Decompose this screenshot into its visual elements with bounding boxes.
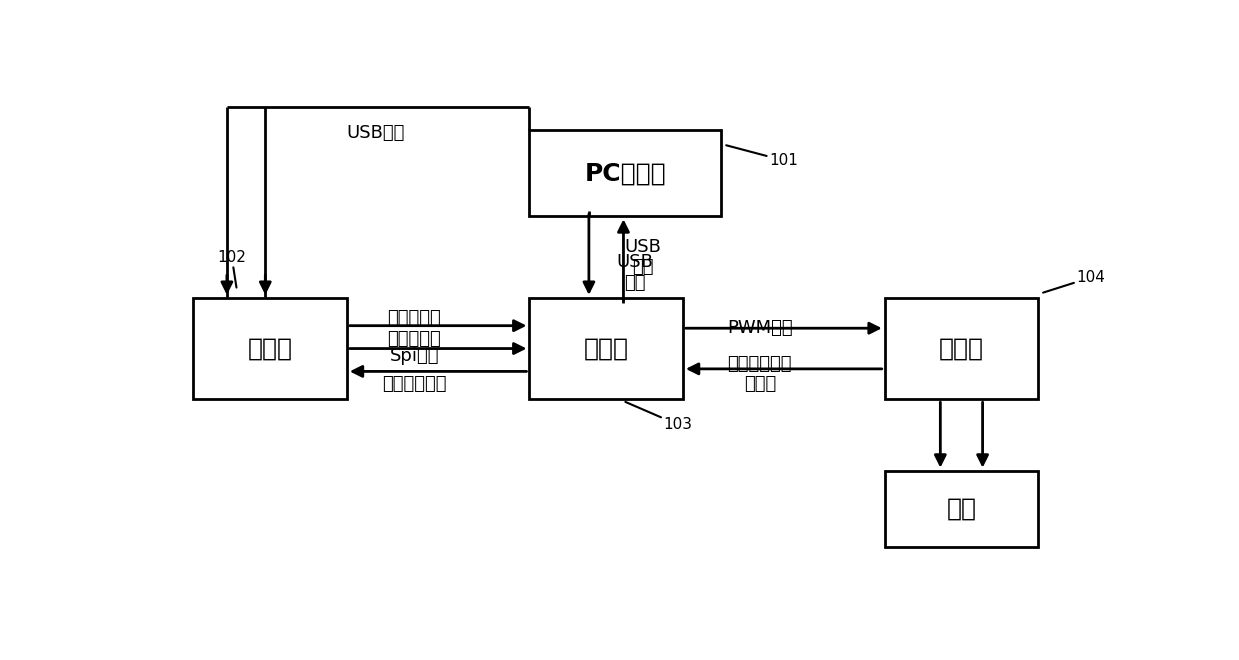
Bar [529,130,721,216]
Text: 真实电机电流
转速度: 真实电机电流 转速度 [727,354,792,393]
Text: 电机当前电压: 电机当前电压 [382,375,446,393]
Text: 104: 104 [1043,270,1105,292]
Text: 控制板: 控制板 [584,337,628,360]
Text: 模型电机电
流，转速等: 模型电机电 流，转速等 [388,309,441,348]
Text: 逆变板: 逆变板 [939,337,984,360]
Text: PC上位机: PC上位机 [585,161,667,185]
Text: Spi通讯: Spi通讯 [389,347,439,365]
Text: 模型板: 模型板 [248,337,292,360]
Text: USB通讯: USB通讯 [347,123,405,141]
Text: 102: 102 [217,249,247,288]
Text: 101: 101 [726,145,798,168]
Text: PWM信号: PWM信号 [727,319,793,337]
Text: USB
通讯: USB 通讯 [624,238,662,277]
Bar [885,471,1038,546]
Bar [193,298,347,399]
Bar [885,298,1038,399]
Bar [529,298,683,399]
Text: 103: 103 [626,402,693,432]
Text: 电机: 电机 [947,496,976,521]
Text: USB
通讯: USB 通讯 [617,253,653,292]
